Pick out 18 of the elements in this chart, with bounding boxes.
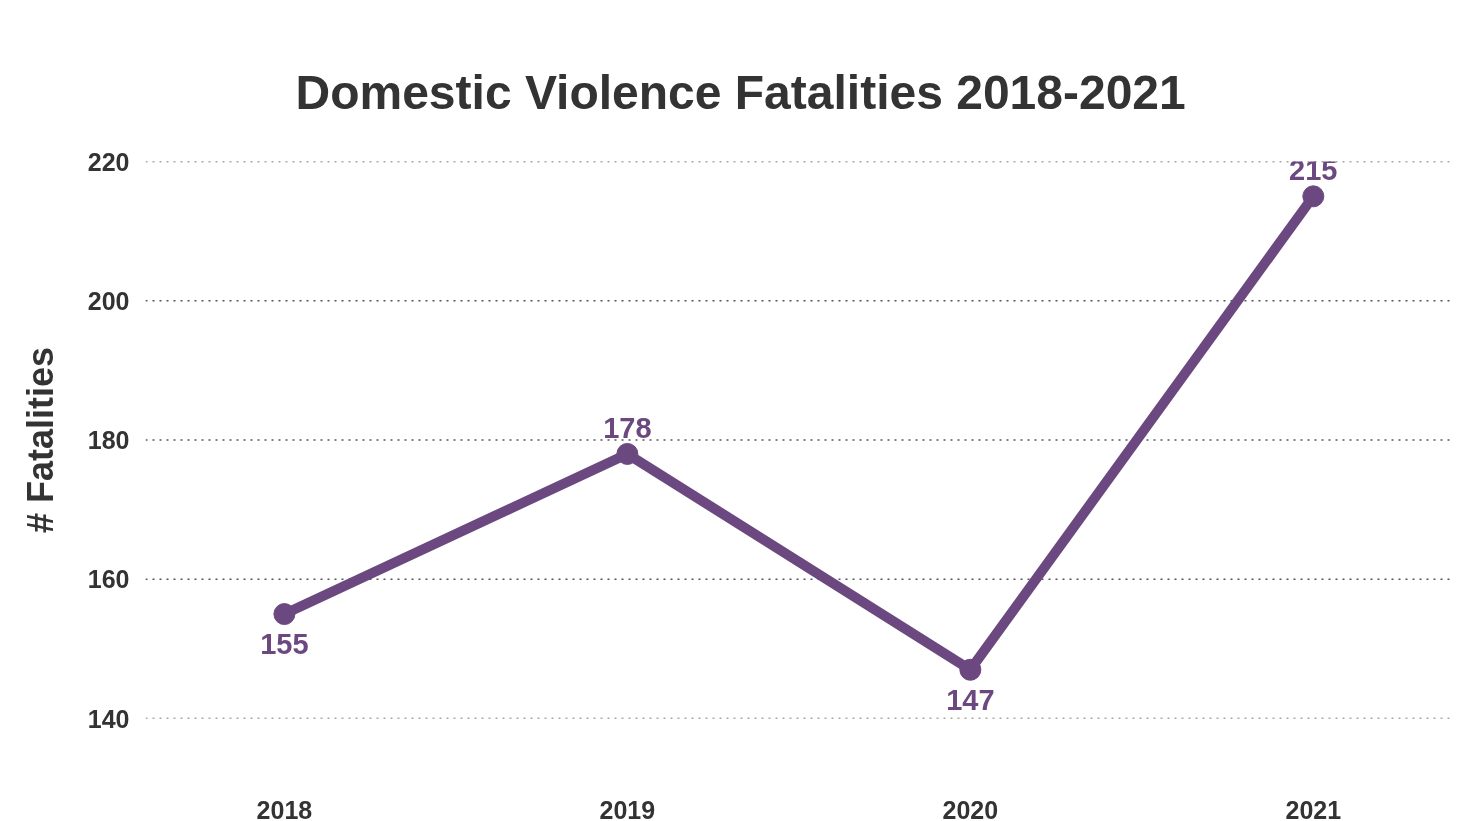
y-tick-label: 220 [87,147,130,176]
point [273,603,296,626]
point [959,658,982,681]
data-label: 147 [946,683,995,716]
x-tick-label: 2020 [942,795,999,821]
chart-title: Domestic Violence Fatalities 2018-2021 [295,65,1186,119]
y-axis-title: # Fatalities [19,346,61,534]
x-tick-label: 2019 [599,795,656,821]
x-tick-label: 2018 [256,795,313,821]
point [616,442,639,465]
point [1302,185,1325,208]
y-tick-label: 200 [87,286,130,315]
data-label: 178 [603,411,652,444]
x-tick-label: 2021 [1285,795,1342,821]
y-tick-label: 180 [87,426,130,454]
data-label: 155 [260,628,309,661]
y-tick-label: 140 [87,704,130,733]
y-tick-label: 160 [87,565,130,594]
